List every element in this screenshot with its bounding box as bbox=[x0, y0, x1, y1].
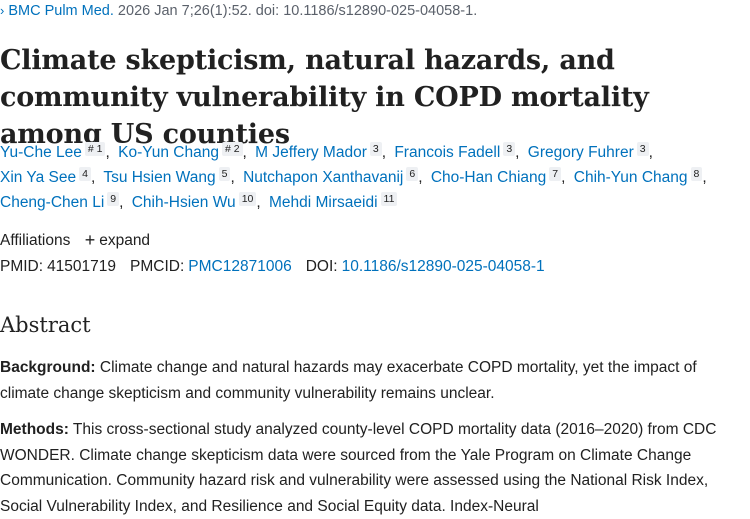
affiliation-ref[interactable]: # 1 bbox=[84, 142, 106, 156]
abstract-heading: Abstract bbox=[0, 313, 91, 337]
affiliation-ref[interactable]: 4 bbox=[79, 167, 91, 181]
affiliation-ref[interactable]: 3 bbox=[636, 142, 649, 156]
author-link[interactable]: Tsu Hsien Wang bbox=[103, 169, 216, 186]
pmcid-label: PMCID: bbox=[130, 258, 185, 275]
author-link[interactable]: Mehdi Mirsaeidi bbox=[269, 194, 378, 211]
affiliation-ref[interactable]: 9 bbox=[107, 192, 120, 206]
doi-link[interactable]: 10.1186/s12890-025-04058-1 bbox=[341, 258, 545, 275]
author-link[interactable]: Nutchapon Xanthavanij bbox=[243, 169, 404, 186]
author-link[interactable]: Chih-Hsien Wu bbox=[131, 194, 236, 211]
journal-link[interactable]: BMC Pulm Med. bbox=[8, 3, 114, 19]
journal-citation: › BMC Pulm Med. 2026 Jan 7;26(1):52. doi:… bbox=[0, 3, 477, 19]
plus-icon: + bbox=[84, 230, 96, 250]
affiliation-ref[interactable]: 11 bbox=[380, 192, 398, 206]
affiliation-ref[interactable]: 7 bbox=[549, 167, 562, 181]
article-title: Climate skepticism, natural hazards, and… bbox=[0, 45, 649, 150]
chevron-right-icon: › bbox=[0, 3, 5, 18]
methods-text: This cross-sectional study analyzed coun… bbox=[0, 421, 717, 515]
affiliation-ref[interactable]: 5 bbox=[218, 167, 231, 181]
author-link[interactable]: Chih-Yun Chang bbox=[573, 169, 688, 186]
background-text: Climate change and natural hazards may e… bbox=[0, 359, 697, 402]
affiliation-ref[interactable]: 6 bbox=[406, 167, 419, 181]
author-link[interactable]: Gregory Fuhrer bbox=[527, 144, 634, 161]
affiliation-ref[interactable]: 10 bbox=[238, 192, 257, 206]
abstract-methods: Methods: This cross-sectional study anal… bbox=[0, 417, 742, 519]
affiliation-ref[interactable]: 3 bbox=[369, 142, 382, 156]
author-link[interactable]: Cheng-Chen Li bbox=[0, 194, 105, 211]
affiliation-ref[interactable]: 8 bbox=[690, 167, 703, 181]
author-link[interactable]: Cho-Han Chiang bbox=[430, 169, 547, 186]
expand-label: expand bbox=[99, 232, 151, 249]
background-label: Background: bbox=[0, 359, 96, 376]
affiliations-label: Affiliations bbox=[0, 232, 71, 249]
abstract-background: Background: Climate change and natural h… bbox=[0, 355, 742, 406]
expand-affiliations-button[interactable]: + expand bbox=[84, 230, 151, 250]
affiliation-ref[interactable]: 3 bbox=[503, 142, 516, 156]
pmid-label: PMID: bbox=[0, 258, 44, 275]
pmid-value: 41501719 bbox=[47, 258, 117, 275]
author-link[interactable]: M Jeffery Mador bbox=[255, 144, 367, 161]
pmcid-link[interactable]: PMC12871006 bbox=[188, 258, 292, 275]
citation-details: 2026 Jan 7;26(1):52. doi: 10.1186/s12890… bbox=[113, 3, 478, 19]
methods-label: Methods: bbox=[0, 421, 69, 438]
author-list: Yu-Che Lee # 1, Ko-Yun Chang # 2, M Jeffer… bbox=[0, 142, 707, 211]
author-link[interactable]: Ko-Yun Chang bbox=[118, 144, 219, 161]
affiliation-ref[interactable]: # 2 bbox=[221, 142, 243, 156]
affiliations-row: Affiliations + expand bbox=[0, 230, 150, 251]
identifiers-row: PMID: 41501719 PMCID: PMC12871006 DOI: 10.118… bbox=[0, 258, 545, 276]
author-link[interactable]: Francois Fadell bbox=[394, 144, 501, 161]
author-link[interactable]: Xin Ya See bbox=[0, 169, 77, 186]
author-link[interactable]: Yu-Che Lee bbox=[0, 144, 82, 161]
doi-label: DOI: bbox=[305, 258, 338, 275]
